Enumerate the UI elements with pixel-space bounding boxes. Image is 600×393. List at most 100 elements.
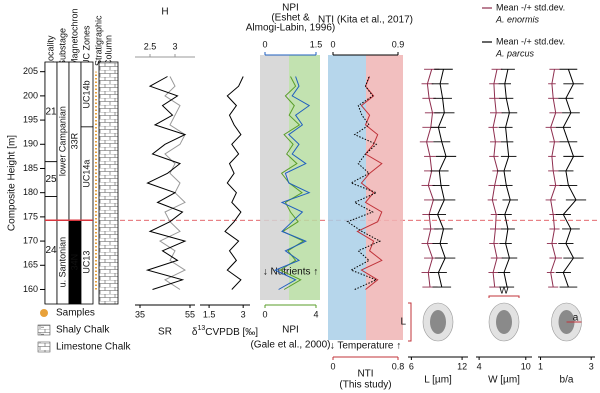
column-header: Column	[103, 35, 113, 66]
x2-tick-label: 2.5	[144, 41, 157, 51]
top-label: Almogi-Labin, 1996)	[246, 23, 336, 34]
series-line	[224, 76, 244, 290]
series-line	[273, 76, 311, 290]
interval-label: UC13	[81, 251, 91, 274]
series-line	[550, 69, 557, 288]
x-tick-label: 4	[313, 309, 318, 319]
series-line	[426, 69, 434, 288]
icon-bracket	[408, 302, 412, 342]
icon-label: a	[573, 313, 579, 324]
lithology-column	[98, 61, 119, 305]
y-tick-label: 200	[23, 90, 38, 100]
x-tick-label: 1.5	[203, 309, 216, 319]
series-line	[145, 76, 187, 290]
y-axis-label: Composite Height [m]	[7, 135, 18, 231]
column-header: Stratigraphic	[93, 15, 103, 66]
column-header: Locality	[45, 35, 55, 66]
x-tick-label: 3	[241, 309, 246, 319]
bottom-label: (This study)	[339, 380, 391, 391]
bottom-label: W [µm]	[488, 375, 520, 386]
x-tick-label: 3	[589, 361, 594, 371]
background-band	[260, 55, 289, 300]
interval-label: lower Campanian	[57, 106, 67, 176]
y-tick-label: 185	[23, 163, 38, 173]
x2-tick-label: 0	[330, 39, 335, 49]
x2-tick-label: 0	[262, 39, 267, 49]
y-tick-label: 190	[23, 139, 38, 149]
x-tick-label: 0.8	[392, 361, 405, 371]
interval-label: UC14b	[81, 80, 91, 108]
interval-label: 25	[45, 174, 57, 185]
x2-tick-label: 3	[172, 41, 177, 51]
interval-label: 21	[45, 106, 57, 117]
legend-name: A. enormis	[495, 14, 540, 24]
series-line	[562, 69, 577, 288]
top-label: (Eshet &	[271, 13, 310, 24]
bottom-label: NTI	[357, 369, 373, 380]
y-tick-label: 175	[23, 211, 38, 221]
interval-label: 34N	[69, 254, 79, 271]
icon-bracket	[488, 295, 520, 298]
icon-inner	[430, 310, 446, 334]
series-line	[503, 69, 511, 288]
series-line	[346, 76, 382, 290]
background-band	[289, 55, 320, 300]
x-tick-label: 35	[135, 309, 145, 319]
interval-label: 24	[45, 245, 57, 256]
series-line	[437, 69, 447, 288]
bottom-label: b/a	[560, 375, 574, 386]
samples-symbol	[40, 309, 48, 317]
x-axis-label-part: CVPDB [‰]	[205, 327, 258, 338]
series-line	[158, 76, 187, 290]
y-tick-label: 170	[23, 235, 38, 245]
top-label: NPI	[282, 3, 299, 14]
x2-tick-label: 1.5	[310, 39, 323, 49]
x-tick-label: 10	[521, 361, 531, 371]
y-tick-label: 160	[23, 284, 38, 294]
series-line	[491, 69, 499, 288]
interval-label: UC14a	[81, 160, 91, 188]
bottom-label: ↓ Nutrients ↑	[263, 267, 319, 278]
x2-tick-label: 0.9	[392, 39, 405, 49]
background-band	[328, 55, 366, 340]
legend-label: Shaly Chalk	[56, 325, 110, 336]
y-tick-label: 180	[23, 187, 38, 197]
bottom-label: NPI	[282, 325, 299, 336]
x-tick-label: 0	[262, 309, 267, 319]
series-line	[356, 76, 383, 290]
bottom-label: L [µm]	[424, 375, 452, 386]
x-axis-label-part: δ	[192, 327, 198, 338]
x-tick-label: 55	[185, 309, 195, 319]
legend-label: Mean -/+ std.dev.	[496, 36, 565, 46]
top-label: NTI (Kita et al., 2017)	[318, 15, 413, 26]
icon-inner	[496, 310, 512, 334]
legend-label: Mean -/+ std.dev.	[496, 2, 565, 12]
legend-label: Limestone Chalk	[56, 342, 131, 353]
x-tick-label: 6	[409, 361, 414, 371]
x-tick-label: 12	[457, 361, 467, 371]
column-header: Magnetochron	[69, 8, 79, 66]
legend-name: A. parcus	[495, 48, 535, 58]
legend-label: Samples	[56, 308, 95, 319]
x-tick-label: 4	[477, 361, 482, 371]
interval-label: u. Santonian	[57, 237, 67, 288]
x-axis-label-part: 13	[197, 325, 205, 332]
top-label: H	[161, 7, 168, 18]
icon-label: L	[400, 317, 406, 328]
icon-label: W	[499, 286, 509, 297]
column-header: UC Zones	[81, 25, 91, 66]
interval-label: 33R	[69, 132, 79, 149]
x-tick-label: 1	[538, 361, 543, 371]
y-tick-label: 205	[23, 66, 38, 76]
bottom-label: SR	[158, 327, 172, 338]
y-tick-label: 195	[23, 114, 38, 124]
shaly-symbol	[37, 324, 51, 336]
y-tick-label: 165	[23, 260, 38, 270]
bottom-label: (Gale et al., 2000)	[250, 340, 330, 351]
x-axis-label: δ13CVPDB [‰]	[192, 325, 258, 337]
limestone-symbol	[37, 341, 51, 353]
x-tick-label: 0	[330, 361, 335, 371]
bottom-label: ↓ Temperature ↑	[330, 341, 402, 352]
column-header: Substage	[57, 28, 67, 66]
